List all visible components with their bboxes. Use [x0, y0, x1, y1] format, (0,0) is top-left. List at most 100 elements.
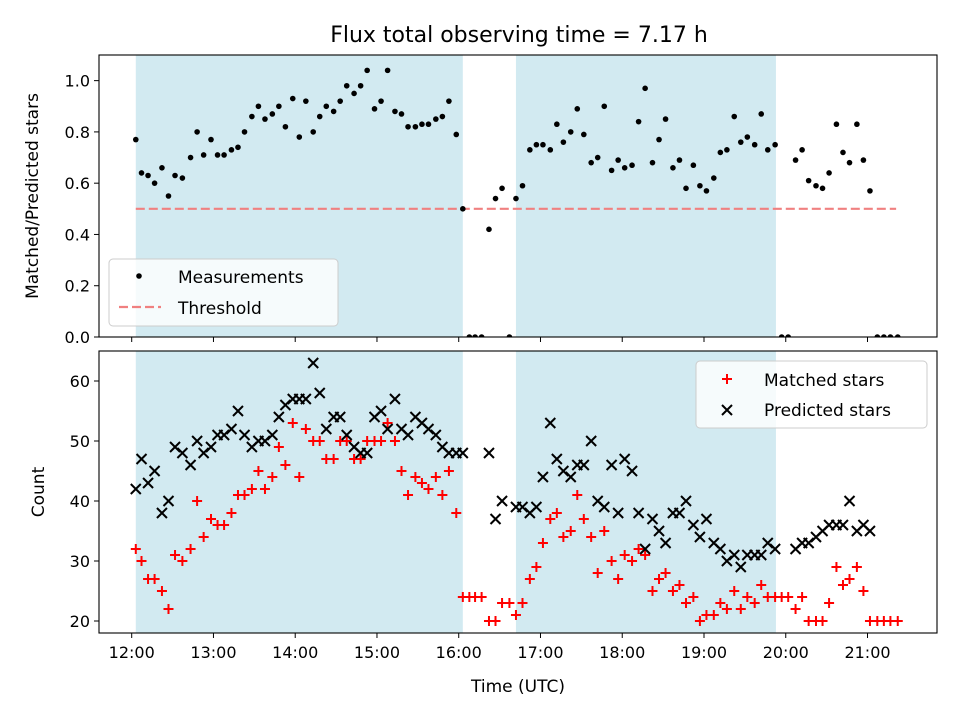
data-point: [276, 103, 282, 110]
data-point: [208, 136, 214, 143]
data-point: [894, 334, 901, 337]
data-point: [653, 525, 665, 537]
data-point: [613, 574, 624, 584]
data-point: [398, 111, 405, 117]
x-tick-label: 21:00: [844, 643, 890, 662]
data-point: [392, 108, 398, 115]
data-point: [673, 507, 686, 519]
legend-label-threshold: Threshold: [177, 299, 262, 319]
y-tick-label: 50: [70, 432, 90, 451]
data-point: [756, 580, 767, 590]
data-point: [649, 159, 656, 166]
data-point: [656, 136, 662, 143]
data-point: [489, 513, 502, 525]
data-point: [478, 334, 485, 337]
data-point: [472, 334, 478, 337]
data-point: [355, 454, 366, 464]
data-point: [598, 501, 610, 513]
data-point: [289, 95, 296, 102]
data-point: [792, 157, 799, 163]
y-axis-label: Count: [29, 466, 49, 517]
data-point: [646, 513, 659, 525]
data-point: [676, 157, 683, 163]
data-point: [376, 436, 387, 446]
data-point: [221, 152, 227, 158]
data-point: [430, 472, 441, 482]
data-point: [402, 429, 414, 441]
data-point: [191, 435, 203, 447]
data-point: [142, 477, 154, 489]
data-point: [851, 562, 862, 572]
data-point: [320, 423, 332, 435]
data-point: [287, 418, 298, 428]
plot-frame: [98, 350, 938, 634]
data-point: [179, 175, 186, 181]
data-point: [206, 514, 217, 524]
y-tick-label: 40: [70, 492, 90, 511]
data-point: [647, 586, 658, 596]
data-point: [381, 423, 394, 435]
data-point: [371, 106, 378, 112]
data-point: [824, 598, 835, 608]
data-point: [639, 543, 651, 555]
x-tick-label: 20:00: [763, 643, 809, 662]
data-point: [138, 170, 145, 176]
data-point: [599, 526, 610, 536]
data-point: [519, 182, 526, 189]
data-point: [785, 334, 792, 337]
data-point: [797, 592, 808, 602]
data-point: [136, 556, 147, 566]
x-axis-label: Time (UTC): [470, 677, 565, 697]
data-point: [567, 129, 574, 135]
data-point: [687, 519, 700, 531]
data-point: [683, 185, 689, 192]
data-point: [294, 472, 305, 482]
data-point: [799, 147, 805, 153]
data-point: [246, 484, 257, 494]
data-point: [527, 147, 533, 153]
figure-title: Flux total observing time = 7.17 h: [330, 23, 708, 48]
top-panel: 0.0 0.2 0.4 0.6 0.8 1.0 Matched/Predicted star…: [23, 54, 938, 347]
data-point: [130, 544, 141, 554]
data-point: [382, 418, 393, 428]
legend-box: [695, 360, 928, 429]
data-point: [156, 507, 168, 519]
data-point: [460, 206, 466, 212]
data-point: [618, 453, 631, 465]
data-point: [867, 188, 873, 194]
data-point: [690, 162, 697, 169]
y-tick-label: 0.2: [65, 277, 90, 296]
data-point: [492, 195, 499, 202]
data-point: [659, 537, 672, 549]
data-point: [280, 460, 291, 470]
legend-marker-measurements: [136, 273, 142, 279]
data-point: [476, 592, 487, 602]
data-point: [772, 141, 778, 148]
data-point: [151, 180, 158, 186]
data-point: [670, 165, 676, 171]
data-point: [545, 514, 556, 524]
data-point: [389, 436, 400, 446]
data-point: [499, 185, 505, 192]
data-point: [612, 507, 624, 519]
y-tick-label: 0.4: [65, 225, 90, 244]
data-point: [642, 85, 648, 92]
data-point: [619, 550, 630, 560]
data-point: [357, 82, 364, 89]
data-point: [255, 103, 262, 110]
data-point: [351, 90, 357, 97]
data-point: [273, 442, 284, 452]
data-point: [681, 598, 692, 608]
data-point: [419, 121, 425, 128]
data-point: [314, 436, 325, 446]
data-point: [466, 334, 473, 337]
data-point: [437, 490, 448, 500]
data-point: [854, 121, 860, 128]
data-point: [708, 610, 719, 620]
data-point: [717, 149, 724, 156]
data-point: [813, 182, 819, 189]
data-point: [506, 334, 513, 337]
data-point: [737, 139, 744, 145]
data-point: [544, 417, 557, 429]
data-point: [300, 424, 311, 434]
